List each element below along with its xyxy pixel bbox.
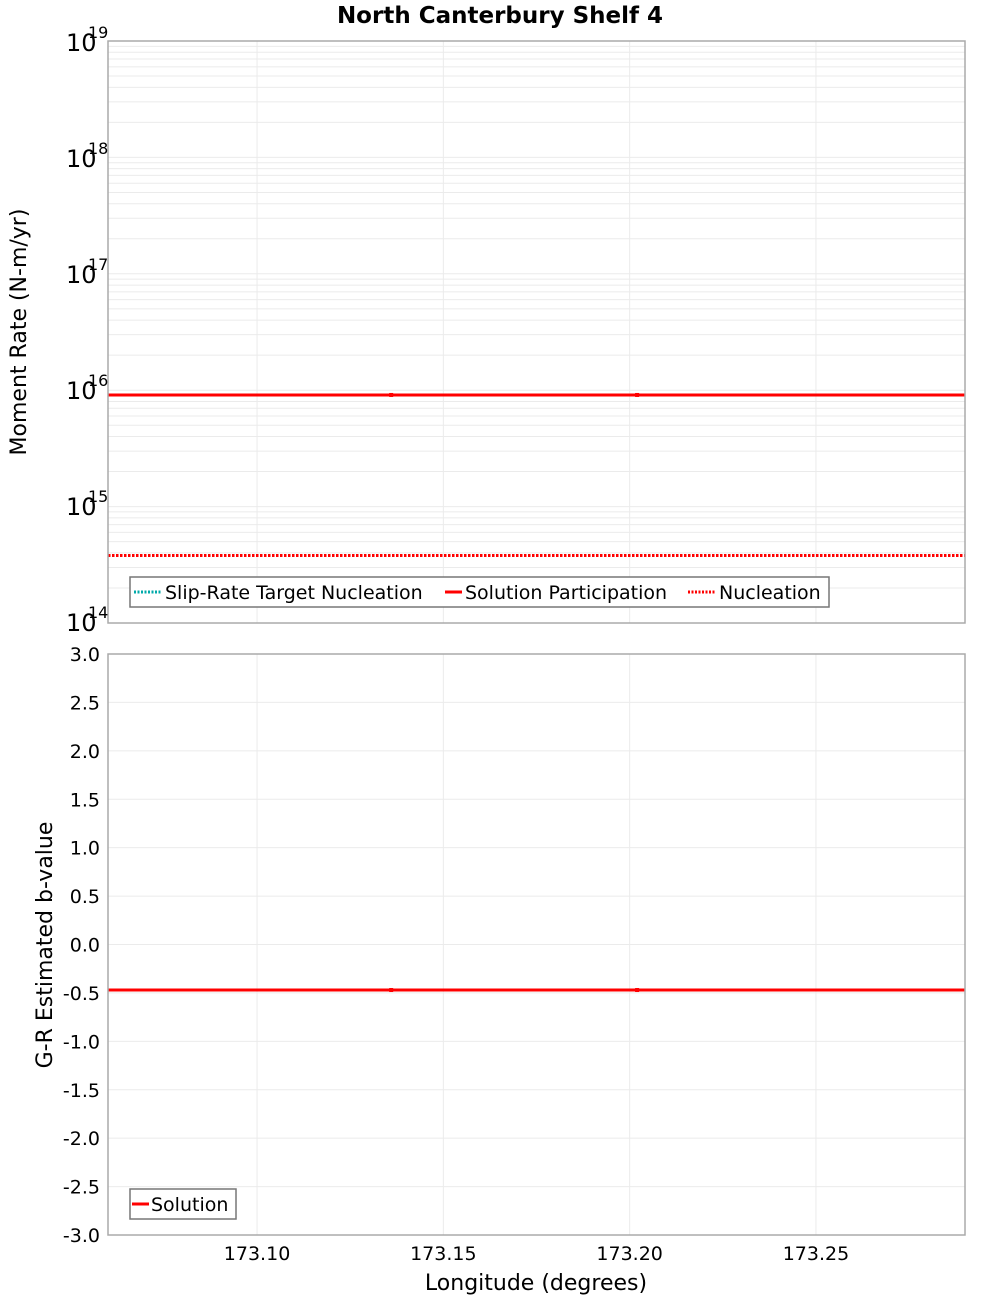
svg-text:19: 19 [88,23,108,42]
bottom-plot: 3.0 2.5 2.0 1.5 1.0 0.5 0.0 -0.5 -1.0 -1.5 -2.0 -2.… [33,644,966,1296]
x-tick-label: 173.25 [783,1243,849,1265]
top-legend-box [129,576,830,608]
bottom-legend: Solution [129,1188,237,1220]
y-tick-label: 2.0 [70,741,100,763]
y-tick-label: -0.5 [63,983,100,1005]
svg-text:10: 10 [66,493,97,521]
y-tick-label: 0.0 [70,935,100,957]
x-axis-label: Longitude (degrees) [425,1271,647,1296]
legend-item-solution-participation: Solution Participation [445,582,667,604]
y-tick-label: 3.0 [70,644,100,666]
top-plot-series [108,392,965,558]
bottom-y-ticks: 3.0 2.5 2.0 1.5 1.0 0.5 0.0 -0.5 -1.0 -1.5 -2.0 -2.… [63,644,100,1247]
svg-text:Solution: Solution [151,1194,228,1216]
legend-item-slip-rate-target: Slip-Rate Target Nucleation [134,582,423,604]
x-tick-label: 173.20 [596,1243,662,1265]
svg-text:14: 14 [88,603,108,622]
x-tick-label: 173.10 [224,1243,290,1265]
svg-text:10: 10 [66,29,97,57]
svg-text:10: 10 [66,609,97,637]
y-tick-label: 1.5 [70,789,100,811]
svg-text:15: 15 [88,487,108,506]
svg-text:16: 16 [88,371,108,390]
svg-text:10: 10 [66,377,97,405]
bottom-y-axis-label: G-R Estimated b-value [33,822,58,1069]
x-tick-label: 173.15 [410,1243,476,1265]
top-plot-area [108,41,965,623]
legend-item-solution: Solution [132,1194,228,1216]
svg-text:Solution Participation: Solution Participation [465,582,667,604]
svg-text:Nucleation: Nucleation [719,582,821,604]
x-ticks: 173.10 173.15 173.20 173.25 [224,1243,849,1265]
bottom-plot-frame [107,653,966,1236]
top-plot-gridlines [108,41,965,624]
y-tick-label: 1.0 [70,838,100,860]
y-tick-label: 0.5 [70,886,100,908]
y-tick-label: -1.0 [63,1031,100,1053]
y-tick-label: -1.5 [63,1080,100,1102]
svg-text:18: 18 [88,139,108,158]
y-tick-label: 2.5 [70,692,100,714]
bottom-plot-series [108,988,965,993]
top-y-axis-label: Moment Rate (N-m/yr) [7,209,32,456]
top-plot-frame [107,40,966,624]
svg-text:17: 17 [88,255,108,274]
legend-item-nucleation: Nucleation [688,582,821,604]
top-legend: Slip-Rate Target Nucleation Solution Par… [129,576,830,608]
chart-title: North Canterbury Shelf 4 [337,3,663,29]
svg-text:10: 10 [66,261,97,289]
svg-text:Slip-Rate Target Nucleation: Slip-Rate Target Nucleation [165,582,423,604]
svg-text:10: 10 [66,145,97,173]
y-tick-label: -3.0 [63,1225,100,1247]
y-tick-label: -2.0 [63,1128,100,1150]
y-tick-label: -2.5 [63,1177,100,1199]
